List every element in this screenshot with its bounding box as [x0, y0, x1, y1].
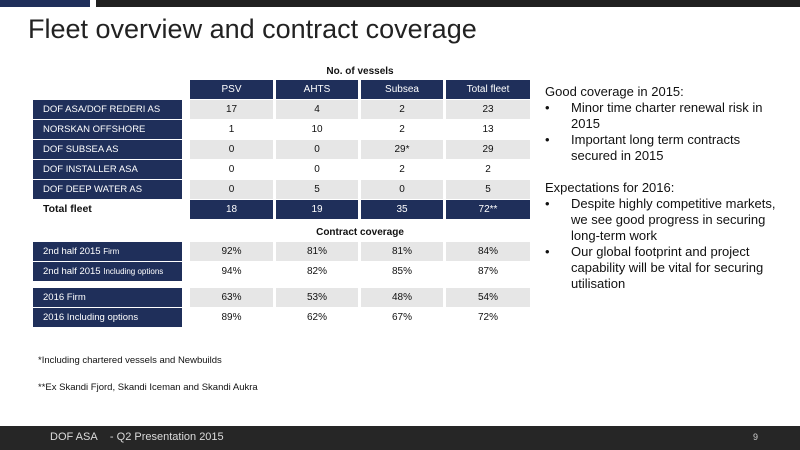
table-cell: 89% — [190, 308, 273, 327]
coverage-caption: Contract coverage — [316, 227, 404, 238]
table-cell: 0 — [190, 160, 273, 179]
table-cell: 13 — [446, 120, 530, 139]
footer-presentation: - Q2 Presentation 2015 — [109, 431, 224, 443]
total-fleet-label: Total fleet — [43, 203, 92, 215]
row-label-dof-subsea: DOF SUBSEA AS — [33, 140, 182, 159]
row-label-norskan: NORSKAN OFFSHORE — [33, 120, 182, 139]
bullet-glyph: • — [545, 100, 550, 115]
row-label-dof-asa: DOF ASA/DOF REDERI AS — [33, 100, 182, 119]
page-title: Fleet overview and contract coverage — [28, 14, 477, 44]
table-cell: 5 — [446, 180, 530, 199]
footer-label: DOF ASA - Q2 Presentation 2015 — [50, 431, 224, 443]
row-label-dof-installer: DOF INSTALLER ASA — [33, 160, 182, 179]
vessels-caption: No. of vessels — [326, 66, 394, 77]
page-number: 9 — [752, 432, 758, 442]
table-cell: 29* — [361, 140, 443, 159]
table-cell: 0 — [190, 180, 273, 199]
table-cell: 10 — [276, 120, 358, 139]
bullet-glyph: • — [545, 196, 550, 211]
table-cell: 1 — [190, 120, 273, 139]
coverage-row-label: 2nd half 2015 Firm — [33, 242, 182, 261]
table-cell: 48% — [361, 288, 443, 307]
coverage-row-label: 2016 Including options — [33, 308, 182, 327]
bullet-item: • Important long term contracts secured i… — [545, 132, 785, 164]
row-label-dof-deep-water: DOF DEEP WATER AS — [33, 180, 182, 199]
bullet-text: Important long term contracts secured in… — [571, 132, 741, 163]
table-cell: 4 — [276, 100, 358, 119]
footer-company: DOF ASA — [50, 431, 98, 443]
bullet-item: • Despite highly competitive markets, we … — [545, 196, 785, 244]
footnote-excluded-vessels: **Ex Skandi Fjord, Skandi Iceman and Ska… — [38, 382, 258, 393]
col-header-total-fleet: Total fleet — [446, 80, 530, 99]
bullet-item: • Minor time charter renewal risk in 2015 — [545, 100, 785, 132]
total-cell: 72** — [446, 200, 530, 219]
table-cell: 0 — [190, 140, 273, 159]
table-cell: 23 — [446, 100, 530, 119]
col-header-ahts: AHTS — [276, 80, 358, 99]
table-cell: 81% — [361, 242, 443, 261]
col-header-psv: PSV — [190, 80, 273, 99]
bullet-text: Our global footprint and project capabil… — [571, 244, 764, 291]
table-cell: 85% — [361, 262, 443, 281]
table-cell: 63% — [190, 288, 273, 307]
coverage-row-sub: Firm — [103, 247, 120, 256]
table-cell: 94% — [190, 262, 273, 281]
footnote-chartered: *Including chartered vessels and Newbuil… — [38, 355, 222, 366]
table-cell: 2 — [446, 160, 530, 179]
bullet-text: Despite highly competitive markets, we s… — [571, 196, 776, 243]
table-cell: 0 — [361, 180, 443, 199]
bullet-glyph: • — [545, 132, 550, 147]
table-cell: 29 — [446, 140, 530, 159]
bullet-text: Minor time charter renewal risk in 2015 — [571, 100, 763, 131]
table-cell: 0 — [276, 140, 358, 159]
total-cell: 18 — [190, 200, 273, 219]
table-cell: 81% — [276, 242, 358, 261]
total-cell: 35 — [361, 200, 443, 219]
table-cell: 17 — [190, 100, 273, 119]
heading-2016: Expectations for 2016: — [545, 180, 675, 195]
top-accent-bar — [0, 0, 90, 7]
table-cell: 2 — [361, 160, 443, 179]
bullet-item: • Our global footprint and project capabi… — [545, 244, 785, 292]
commentary-panel: Good coverage in 2015: • Minor time chart… — [545, 84, 785, 292]
table-cell: 2 — [361, 120, 443, 139]
top-bar — [96, 0, 800, 7]
table-cell: 0 — [276, 160, 358, 179]
table-cell: 53% — [276, 288, 358, 307]
coverage-row-label: 2nd half 2015 Including options — [33, 262, 182, 281]
coverage-row-title: 2nd half 2015 — [43, 266, 101, 277]
footer-bar: DOF ASA - Q2 Presentation 2015 9 — [0, 426, 800, 450]
table-cell: 2 — [361, 100, 443, 119]
col-header-subsea: Subsea — [361, 80, 443, 99]
table-cell: 84% — [446, 242, 530, 261]
coverage-row-title: 2nd half 2015 — [43, 246, 101, 257]
table-cell: 87% — [446, 262, 530, 281]
table-cell: 72% — [446, 308, 530, 327]
total-cell: 19 — [276, 200, 358, 219]
table-cell: 54% — [446, 288, 530, 307]
table-cell: 5 — [276, 180, 358, 199]
table-cell: 82% — [276, 262, 358, 281]
bullet-glyph: • — [545, 244, 550, 259]
heading-2015: Good coverage in 2015: — [545, 84, 684, 99]
coverage-row-label: 2016 Firm — [33, 288, 182, 307]
table-cell: 92% — [190, 242, 273, 261]
table-cell: 62% — [276, 308, 358, 327]
table-cell: 67% — [361, 308, 443, 327]
coverage-row-sub: Including options — [103, 267, 164, 276]
